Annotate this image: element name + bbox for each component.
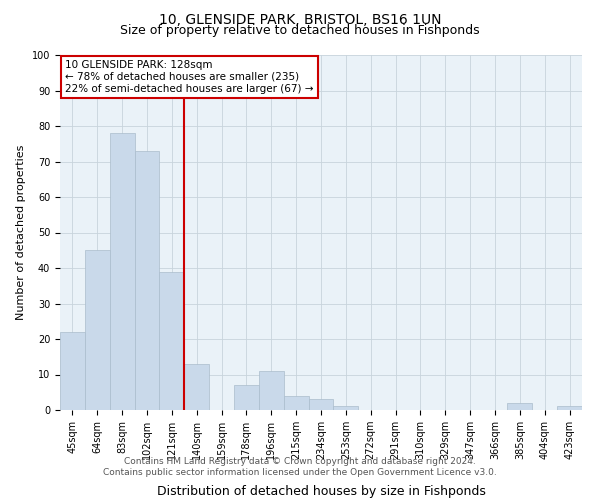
Y-axis label: Number of detached properties: Number of detached properties xyxy=(16,145,26,320)
Bar xyxy=(134,151,160,410)
Bar xyxy=(308,400,334,410)
Bar xyxy=(334,406,358,410)
Bar xyxy=(284,396,308,410)
Text: Distribution of detached houses by size in Fishponds: Distribution of detached houses by size … xyxy=(157,484,485,498)
Bar xyxy=(508,403,532,410)
Text: 10, GLENSIDE PARK, BRISTOL, BS16 1UN: 10, GLENSIDE PARK, BRISTOL, BS16 1UN xyxy=(159,12,441,26)
Bar xyxy=(234,385,259,410)
Bar xyxy=(160,272,184,410)
Text: 10 GLENSIDE PARK: 128sqm
← 78% of detached houses are smaller (235)
22% of semi-: 10 GLENSIDE PARK: 128sqm ← 78% of detach… xyxy=(65,60,314,94)
Bar xyxy=(110,133,134,410)
Bar xyxy=(85,250,110,410)
Bar xyxy=(60,332,85,410)
Text: Contains HM Land Registry data © Crown copyright and database right 2024.
Contai: Contains HM Land Registry data © Crown c… xyxy=(103,458,497,477)
Bar xyxy=(184,364,209,410)
Text: Size of property relative to detached houses in Fishponds: Size of property relative to detached ho… xyxy=(120,24,480,37)
Bar xyxy=(259,371,284,410)
Bar xyxy=(557,406,582,410)
